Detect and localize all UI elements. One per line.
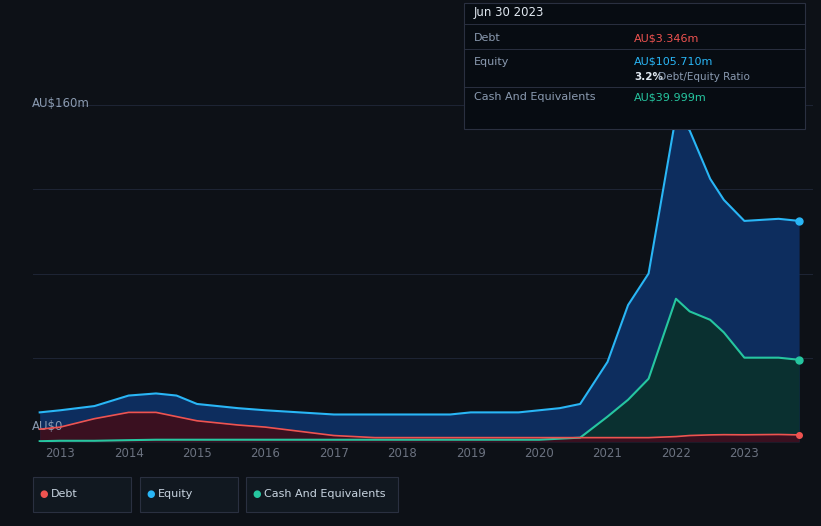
Text: Cash And Equivalents: Cash And Equivalents [264, 489, 386, 500]
Text: Equity: Equity [474, 57, 509, 67]
Text: ●: ● [39, 489, 48, 500]
Text: Equity: Equity [158, 489, 193, 500]
Text: Debt: Debt [474, 33, 501, 43]
Text: Debt/Equity Ratio: Debt/Equity Ratio [655, 73, 750, 83]
Text: Cash And Equivalents: Cash And Equivalents [474, 93, 595, 103]
Text: AU$39.999m: AU$39.999m [635, 93, 707, 103]
Text: Debt: Debt [51, 489, 78, 500]
Text: AU$0: AU$0 [32, 420, 63, 433]
Text: AU$3.346m: AU$3.346m [635, 33, 699, 43]
Text: Jun 30 2023: Jun 30 2023 [474, 6, 544, 19]
Text: AU$160m: AU$160m [32, 97, 90, 110]
Text: ●: ● [253, 489, 261, 500]
Text: 3.2%: 3.2% [635, 73, 663, 83]
Text: AU$105.710m: AU$105.710m [635, 57, 713, 67]
Text: ●: ● [146, 489, 154, 500]
